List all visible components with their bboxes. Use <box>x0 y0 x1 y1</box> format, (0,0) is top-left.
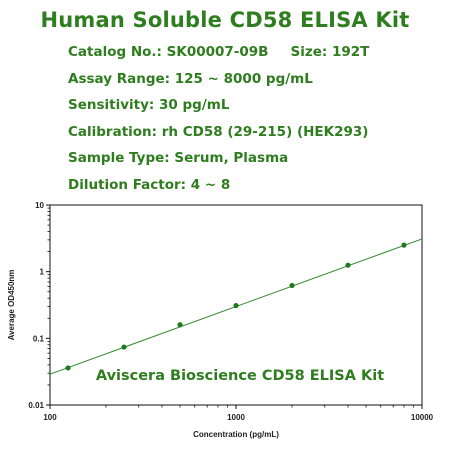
data-point <box>401 242 407 248</box>
data-point <box>345 262 351 268</box>
x-tick-label: 10000 <box>411 413 434 422</box>
spec-list: Catalog No.: SK00007-09B Size: 192T Assay… <box>68 39 369 198</box>
sensitivity: Sensitivity: 30 pg/mL <box>68 97 230 113</box>
dilution-factor: Dilution Factor: 4 ~ 8 <box>68 176 231 193</box>
sample-type: Sample Type: Serum, Plasma <box>68 150 289 166</box>
y-tick-label: 10 <box>35 201 44 210</box>
y-tick-label: 0.1 <box>33 334 45 343</box>
data-point <box>65 365 71 371</box>
x-tick-label: 100 <box>43 413 57 422</box>
x-axis-label: Concentration (pg/mL) <box>193 430 279 439</box>
axis-ticks: 100 1000 10000 0.01 0.1 1 10 <box>28 201 433 422</box>
calibration: Calibration: rh CD58 (29-215) (HEK293) <box>68 123 369 140</box>
y-tick-label: 1 <box>40 268 45 277</box>
y-tick-label: 0.01 <box>28 401 44 410</box>
chart-annotation: Aviscera Bioscience CD58 ELISA Kit <box>96 368 384 384</box>
data-point <box>121 344 127 350</box>
data-points <box>65 242 407 371</box>
catalog-number: Catalog No.: SK00007-09B <box>68 44 269 60</box>
assay-range: Assay Range: 125 ~ 8000 pg/mL <box>68 70 313 87</box>
catalog-row: Catalog No.: SK00007-09B Size: 192T <box>68 39 369 66</box>
x-tick-label: 1000 <box>227 413 245 422</box>
page-title: Human Soluble CD58 ELISA Kit <box>40 8 410 32</box>
kit-size: Size: 192T <box>290 44 370 60</box>
data-point <box>177 322 183 328</box>
data-point <box>233 302 239 309</box>
y-axis-label: Average OD450nm <box>7 270 16 341</box>
data-point <box>289 282 295 289</box>
